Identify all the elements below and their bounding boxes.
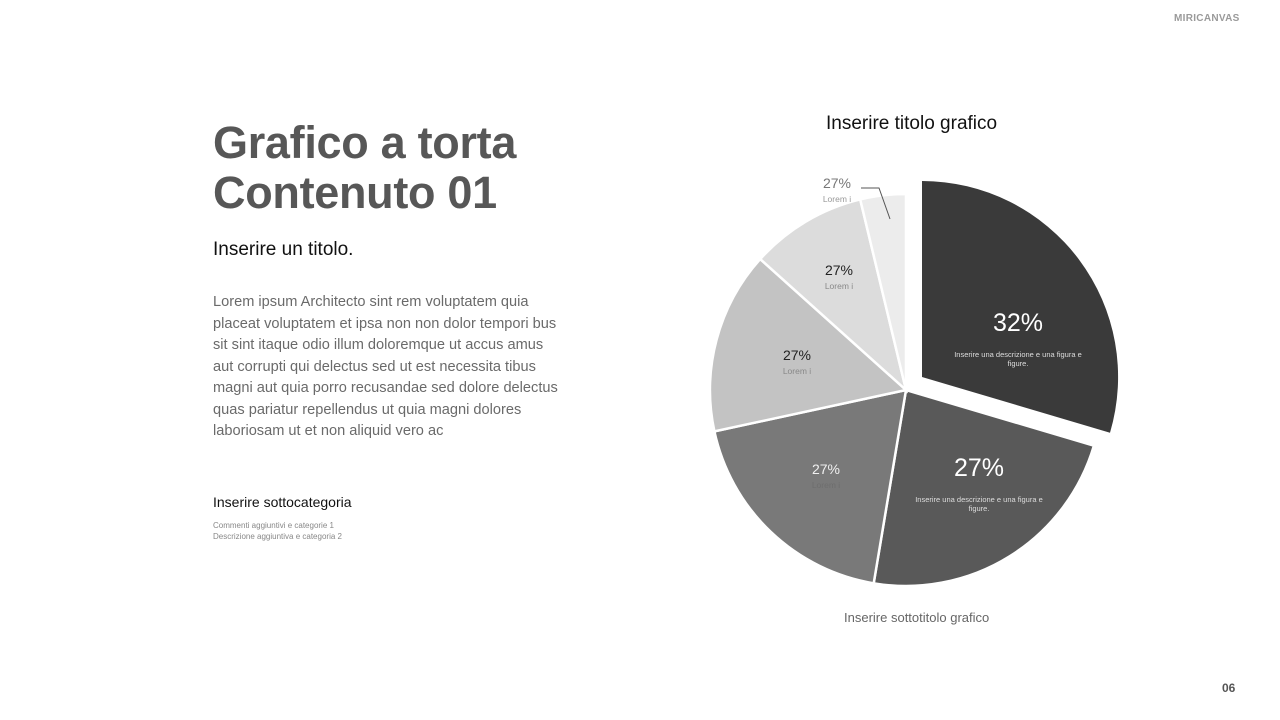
subcategory-heading: Inserire sottocategoria	[213, 494, 352, 510]
page-number: 06	[1222, 681, 1236, 695]
note-1: Commenti aggiuntivi e categorie 1	[213, 521, 334, 530]
pie-slice-5[interactable]	[758, 197, 909, 394]
slice-label-4: 27% Lorem i	[783, 348, 811, 377]
title-line-2: Contenuto 01	[213, 167, 497, 218]
leader-line	[861, 187, 891, 220]
brand-logo: MIRICANVAS	[1174, 13, 1240, 24]
section-subtitle: Inserire un titolo.	[213, 239, 354, 260]
slice-6-percent: 27%	[822, 175, 852, 191]
page-title: Grafico a torta Contenuto 01	[213, 118, 516, 218]
pie-slice-1[interactable]	[922, 180, 1119, 433]
slice-4-percent: 27%	[782, 347, 812, 363]
subcategory-notes: Commenti aggiuntivi e categorie 1 Descri…	[213, 520, 342, 542]
slice-1-percent: 32%	[992, 309, 1044, 337]
slice-5-caption: Lorem i	[824, 281, 854, 291]
body-paragraph: Lorem ipsum Architecto sint rem voluptat…	[213, 294, 558, 439]
slice-1-caption: Inserire una descrizione e una figura e …	[954, 350, 1082, 368]
slice-label-6: 27% Lorem i	[823, 176, 851, 205]
slice-2-percent: 27%	[953, 454, 1005, 482]
slice-2-caption: Inserire una descrizione e una figura e …	[915, 495, 1043, 513]
chart-subtitle: Inserire sottotitolo grafico	[844, 610, 990, 625]
chart-title: Inserire titolo grafico	[826, 113, 998, 134]
slice-label-1: 32% Inserire una descrizione e una figur…	[954, 311, 1082, 368]
slice-5-percent: 27%	[824, 262, 854, 278]
slice-label-3: 27% Lorem i	[812, 462, 840, 491]
slice-3-caption: Lorem i	[811, 480, 841, 490]
pie-slice-2[interactable]	[872, 388, 1096, 588]
note-2: Descrizione aggiuntiva e categoria 2	[213, 532, 342, 541]
slice-label-2: 27% Inserire una descrizione e una figur…	[915, 456, 1043, 513]
pie-slice-3[interactable]	[712, 388, 908, 585]
slice-label-5: 27% Lorem i	[825, 263, 853, 292]
pie-slice-4[interactable]	[708, 257, 909, 433]
pie-slice-6[interactable]	[858, 192, 908, 391]
slice-3-percent: 27%	[811, 461, 841, 477]
slice-4-caption: Lorem i	[782, 366, 812, 376]
slice-6-caption: Lorem i	[822, 194, 852, 204]
title-line-1: Grafico a torta	[213, 117, 517, 168]
